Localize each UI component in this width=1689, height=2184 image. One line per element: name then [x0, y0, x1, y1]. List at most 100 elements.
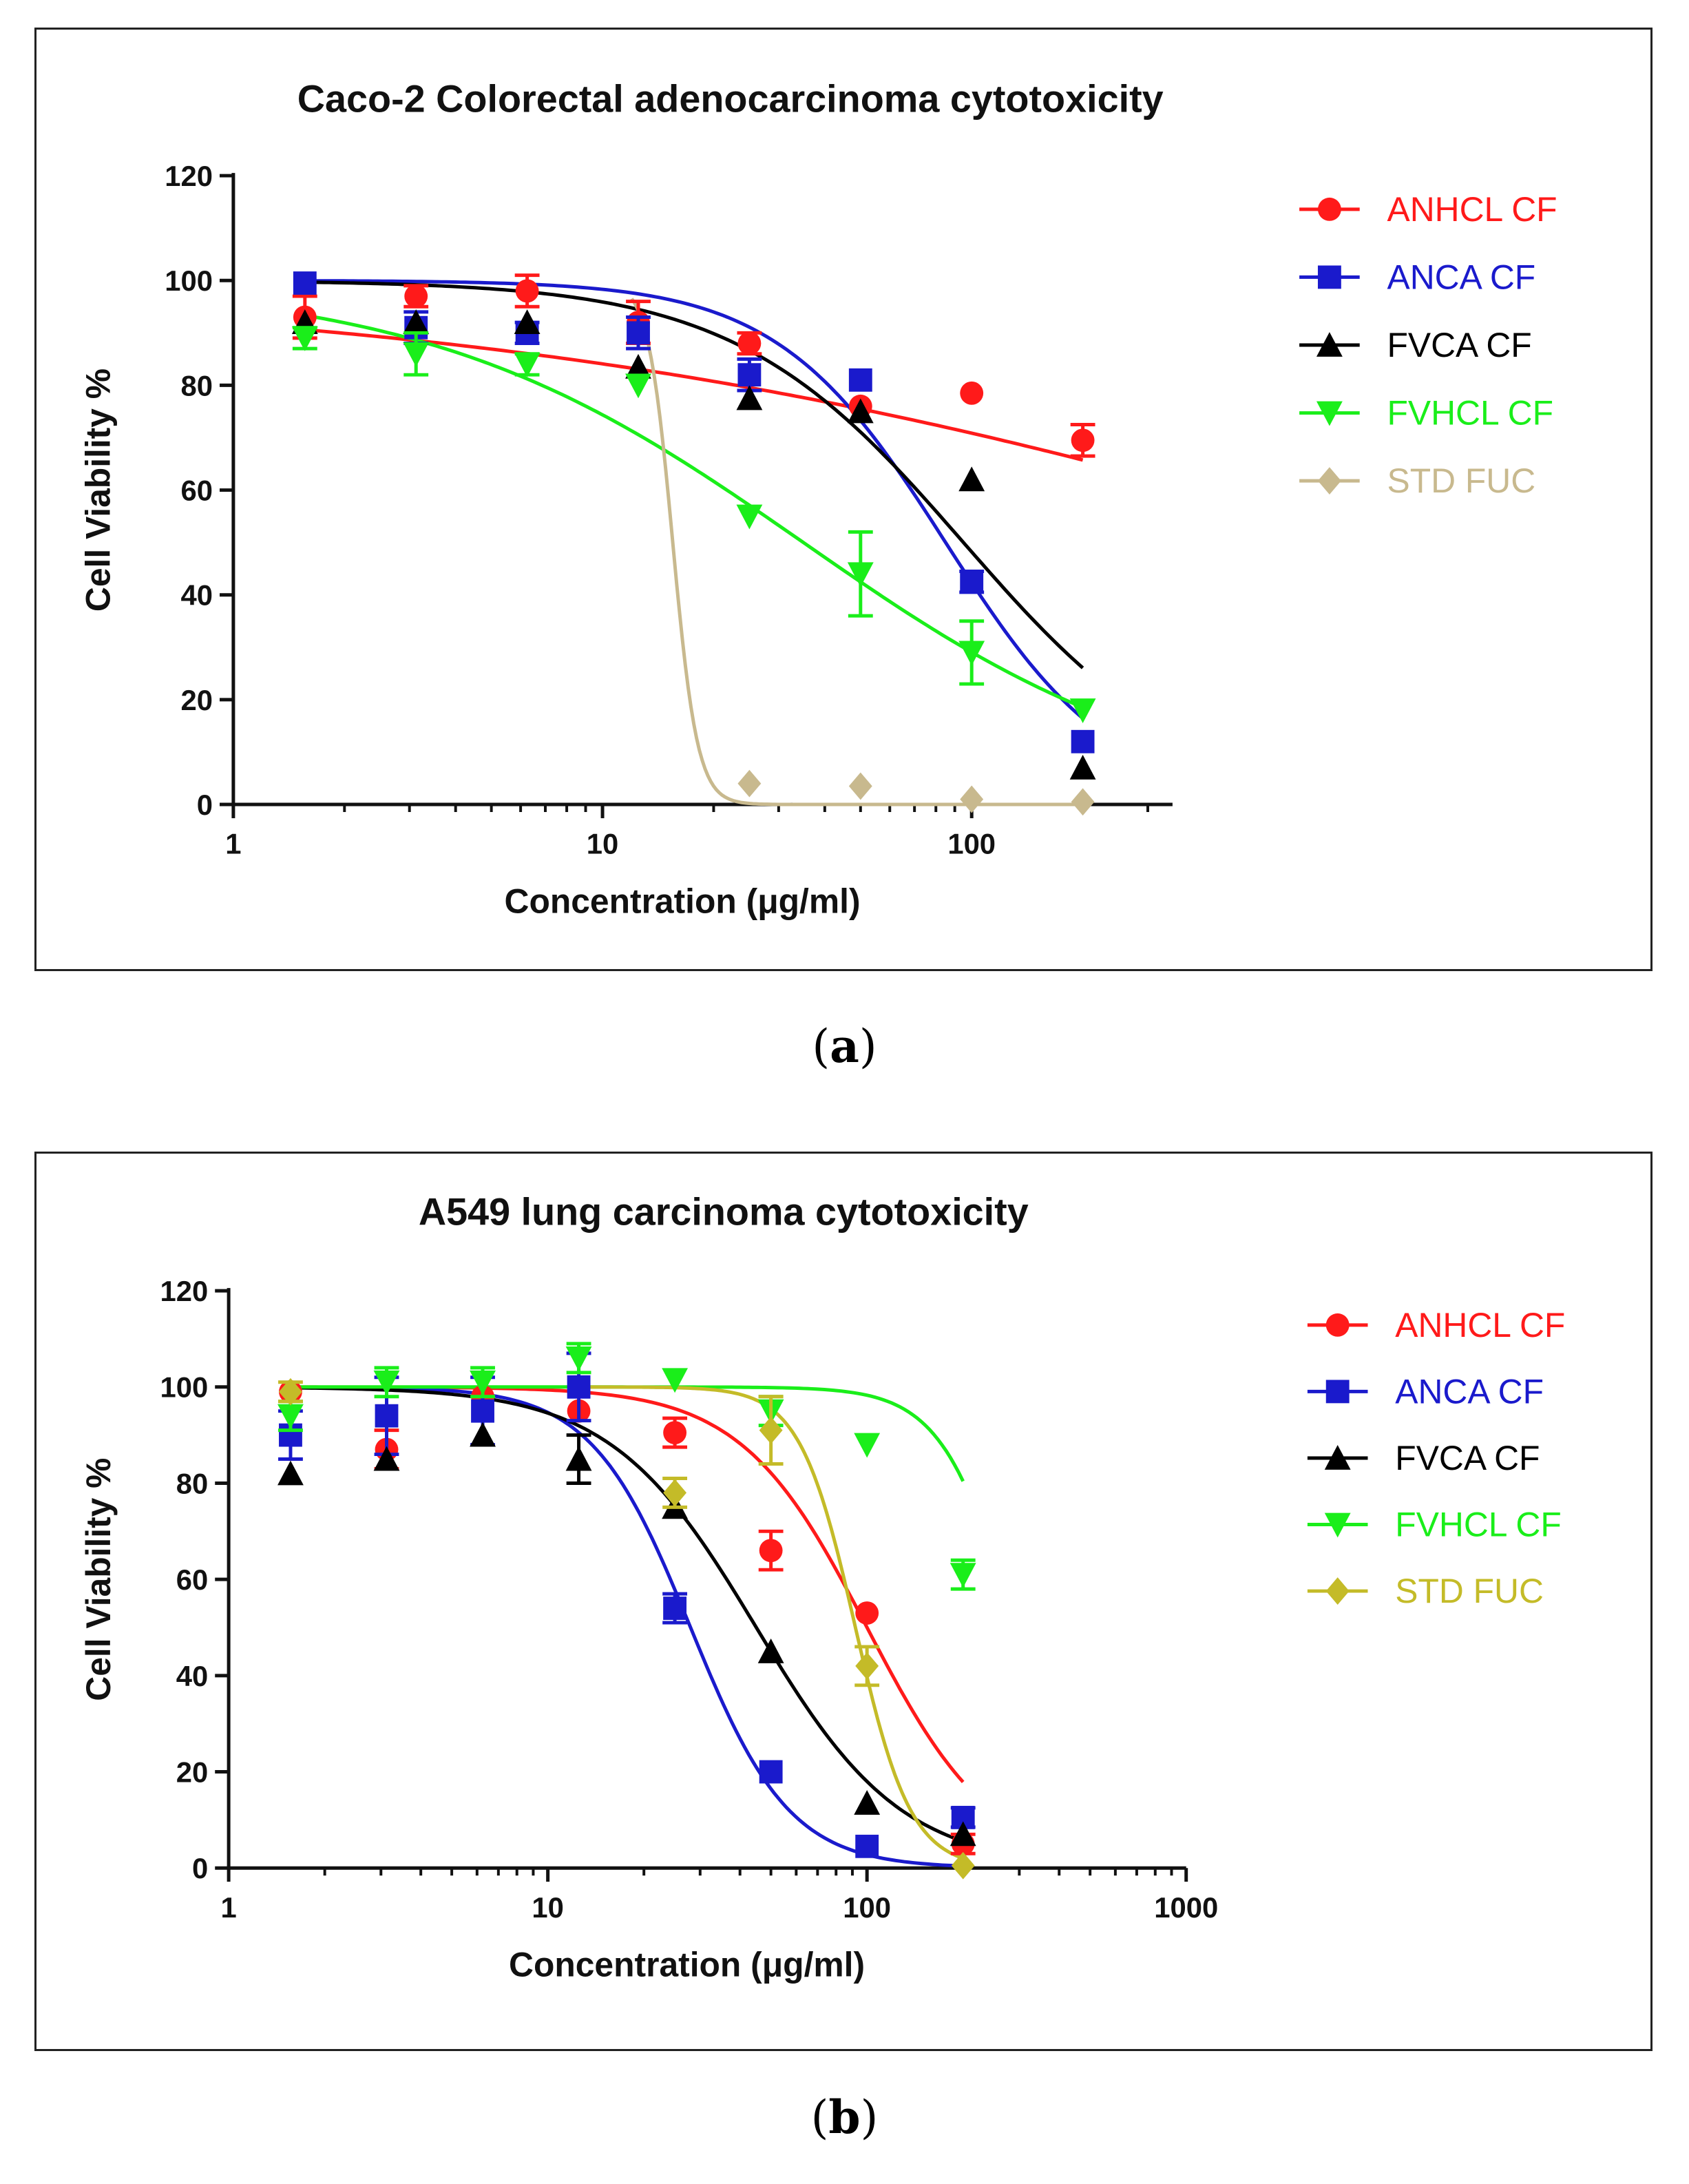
data-point	[848, 368, 872, 392]
data-point	[854, 1433, 881, 1458]
legend-label-fvca-cf: FVCA CF	[1387, 326, 1532, 364]
legend-label-anhcl-cf: ANHCL CF	[1387, 190, 1557, 229]
data-point	[625, 353, 651, 379]
y-tick-label: 40	[176, 1660, 209, 1692]
series-fvca-cf	[277, 1422, 976, 1847]
data-point	[759, 1416, 783, 1444]
fit-curve-fvca-cf	[290, 1386, 964, 1843]
caption-a-letter: a	[830, 1019, 859, 1073]
y-tick-label: 0	[197, 789, 213, 821]
data-point	[737, 331, 762, 355]
data-point	[958, 466, 985, 492]
data-point	[470, 1422, 496, 1447]
legend-label-fvhcl-cf: FVHCL CF	[1395, 1505, 1561, 1543]
data-point	[950, 1821, 976, 1847]
data-point	[373, 1370, 400, 1395]
series-std-fuc	[737, 769, 1095, 816]
legend: ANHCL CF ANCA CF FVCA CF FVHCL CF STD FUC	[1307, 1306, 1565, 1610]
data-point	[757, 1639, 784, 1663]
legend-marker	[1316, 332, 1343, 357]
caption-b: (b)	[810, 2090, 879, 2144]
y-tick-label: 80	[176, 1467, 209, 1499]
caption-a: (a)	[812, 1019, 877, 1073]
series-fvca-cf	[291, 309, 1096, 780]
legend-label-anca-cf: ANCA CF	[1395, 1372, 1544, 1411]
data-point	[663, 1421, 687, 1445]
legend-marker	[1325, 1380, 1350, 1404]
data-point	[848, 772, 872, 800]
legend-label-fvhcl-cf: FVHCL CF	[1387, 393, 1553, 432]
data-point	[663, 1479, 687, 1507]
y-tick-label: 80	[181, 369, 213, 402]
y-tick-label: 40	[181, 579, 213, 612]
data-point	[960, 381, 984, 405]
data-point	[958, 641, 985, 666]
data-point	[293, 271, 317, 295]
x-tick-label: 1	[225, 828, 241, 860]
x-tick-label: 100	[843, 1891, 891, 1924]
data-point	[471, 1399, 494, 1423]
y-tick-label: 60	[176, 1563, 209, 1596]
series-std-fuc	[278, 1377, 975, 1880]
legend-marker	[1316, 401, 1343, 426]
x-tick-label: 100	[947, 828, 996, 860]
chart-title: A549 lung carcinoma cytotoxicity	[419, 1191, 1029, 1234]
fit-curve-anhcl-cf	[304, 328, 1084, 462]
legend-label-std-fuc: STD FUC	[1387, 461, 1536, 500]
y-tick-label: 20	[181, 684, 213, 716]
data-point	[737, 769, 762, 798]
y-tick-label: 60	[181, 474, 213, 506]
data-point	[736, 504, 763, 530]
x-axis-label: Concentration (μg/ml)	[505, 882, 861, 920]
x-tick-label: 10	[587, 828, 619, 860]
legend: ANHCL CF ANCA CF FVCA CF FVHCL CF STD FUC	[1299, 190, 1557, 500]
data-point	[950, 1563, 976, 1588]
data-point	[625, 373, 651, 399]
data-point	[1071, 428, 1095, 453]
y-tick-label: 120	[165, 160, 213, 192]
fit-curve-std-fuc	[630, 298, 1083, 807]
legend-marker	[1324, 1445, 1351, 1470]
data-point	[404, 284, 428, 308]
data-point	[514, 353, 541, 377]
data-point	[567, 1375, 591, 1399]
data-point	[951, 1851, 975, 1880]
data-point	[565, 1446, 592, 1471]
chart-panel-b: A549 lung carcinoma cytotoxicity 0 20 40 60 8…	[34, 1152, 1653, 2051]
data-point	[855, 1652, 879, 1680]
data-point	[277, 1404, 304, 1429]
legend-marker	[1325, 1313, 1350, 1337]
data-point	[759, 1760, 783, 1784]
caption-b-letter: b	[828, 2090, 861, 2144]
data-point	[855, 1834, 879, 1858]
chart-panel-a: Caco-2 Colorectal adenocarcinoma cytotox…	[34, 28, 1653, 971]
legend-marker	[1324, 1512, 1351, 1538]
y-tick-label: 100	[165, 264, 213, 297]
data-point	[737, 363, 762, 387]
data-point	[960, 570, 984, 594]
data-point	[373, 1446, 400, 1471]
series-anhcl-cf	[292, 273, 1095, 458]
data-point	[1069, 698, 1096, 724]
fit-curve-anca-cf	[304, 279, 1084, 720]
data-point	[565, 1346, 592, 1371]
data-point	[515, 279, 539, 303]
data-point	[663, 1597, 687, 1620]
legend-label-anca-cf: ANCA CF	[1387, 258, 1536, 296]
y-tick-label: 20	[176, 1756, 209, 1788]
legend-label-fvca-cf: FVCA CF	[1395, 1439, 1540, 1477]
data-point	[470, 1370, 496, 1395]
data-point	[1071, 729, 1095, 753]
x-axis-label: Concentration (μg/ml)	[509, 1945, 865, 1984]
legend-marker	[1317, 467, 1341, 495]
data-point	[759, 1539, 783, 1563]
chart-b-svg: A549 lung carcinoma cytotoxicity 0 20 40 60 8…	[79, 1191, 1565, 1984]
legend-marker	[1317, 197, 1341, 221]
x-tick-label: 10	[532, 1891, 564, 1924]
legend-label-anhcl-cf: ANHCL CF	[1395, 1306, 1565, 1344]
data-point	[847, 398, 874, 424]
y-axis-label: Cell Viability %	[79, 1458, 118, 1701]
data-point	[960, 785, 984, 813]
legend-marker	[1317, 265, 1341, 289]
fit-curve-fvhcl-cf	[304, 313, 1084, 709]
